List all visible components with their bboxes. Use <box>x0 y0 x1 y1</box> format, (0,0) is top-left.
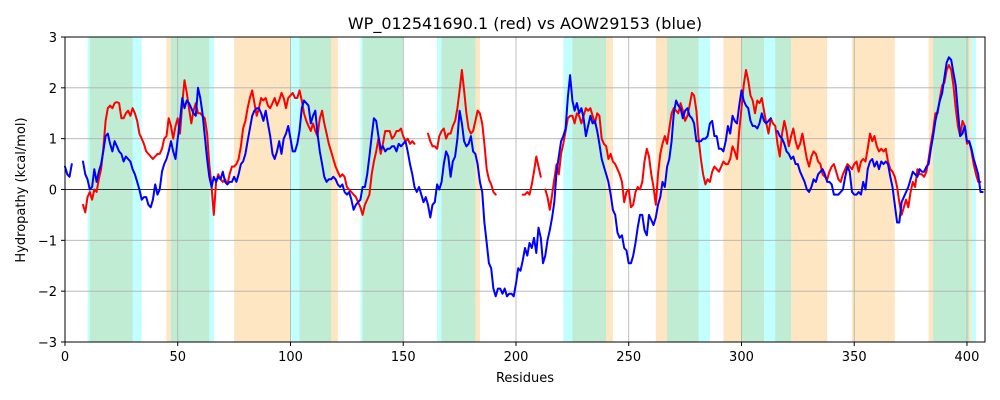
series-blue-segment-1 <box>82 74 772 298</box>
x-tick-label: 100 <box>278 350 303 365</box>
x-tick-label: 200 <box>504 350 529 365</box>
y-tick-label: 1 <box>49 133 57 148</box>
y-tick-label: 3 <box>49 31 57 46</box>
y-tick-label: −3 <box>38 336 57 351</box>
series-lines <box>64 56 984 298</box>
x-tick-label: 400 <box>955 350 980 365</box>
y-axis-ticks: −3 −2 −1 0 1 2 3 <box>38 31 65 351</box>
y-tick-label: 0 <box>49 184 57 199</box>
x-tick-label: 250 <box>616 350 641 365</box>
x-axis-ticks: 0 50 100 150 200 250 300 350 400 <box>61 342 980 365</box>
series-red-segment-2 <box>521 155 542 196</box>
x-tick-label: 150 <box>391 350 416 365</box>
series-red-segment-0 <box>82 79 416 216</box>
y-tick-label: −2 <box>38 285 57 300</box>
y-tick-label: −1 <box>38 234 57 249</box>
y-tick-label: 2 <box>49 82 57 97</box>
chart-title: WP_012541690.1 (red) vs AOW29153 (blue) <box>348 14 702 34</box>
series-blue-segment-2 <box>776 56 984 224</box>
x-tick-label: 0 <box>61 350 69 365</box>
series-red-segment-1 <box>427 69 497 196</box>
series-red-segment-3 <box>544 64 982 216</box>
x-tick-label: 300 <box>729 350 754 365</box>
series-blue-segment-0 <box>64 163 73 178</box>
x-tick-label: 50 <box>169 350 186 365</box>
y-axis-label: Hydropathy (kcal/mol) <box>14 117 29 262</box>
x-axis-label: Residues <box>496 371 554 386</box>
x-tick-label: 350 <box>842 350 867 365</box>
